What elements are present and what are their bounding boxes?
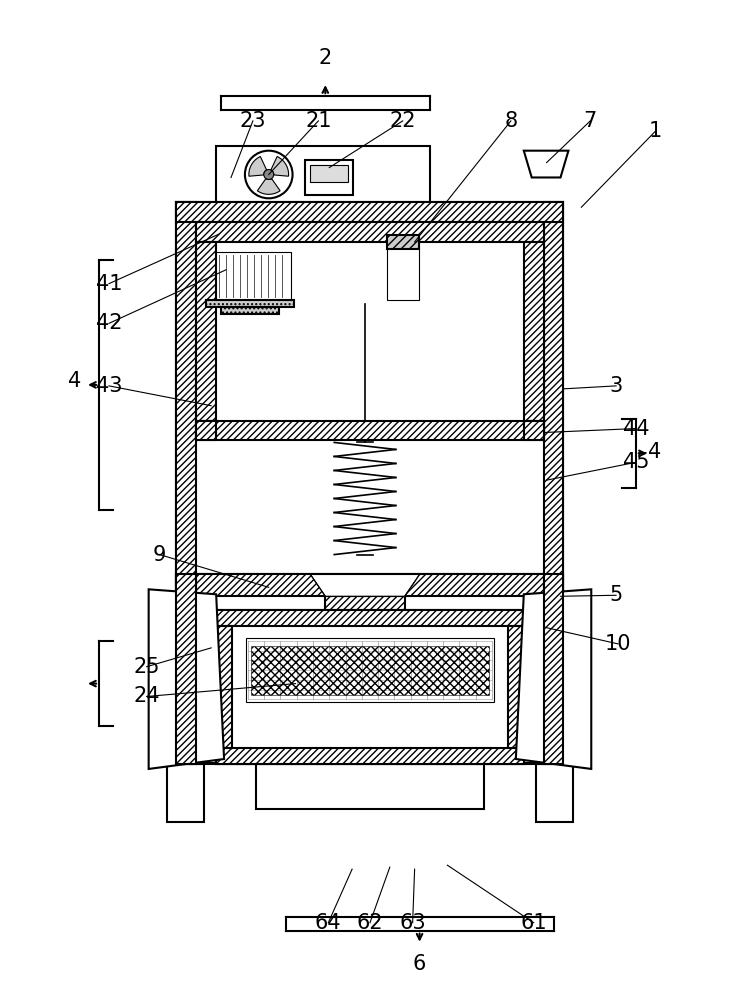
Bar <box>166 764 204 822</box>
Text: 21: 21 <box>305 111 331 131</box>
Bar <box>524 421 544 440</box>
Text: 6: 6 <box>413 954 426 974</box>
Bar <box>196 222 544 421</box>
Bar <box>305 160 353 195</box>
Bar <box>177 574 196 764</box>
Bar <box>177 202 564 763</box>
Bar <box>221 307 279 314</box>
Bar <box>536 764 573 822</box>
Bar <box>216 146 429 203</box>
Bar <box>177 574 564 764</box>
Circle shape <box>245 151 293 198</box>
Bar <box>255 764 484 809</box>
Text: 5: 5 <box>610 585 623 605</box>
Text: 4: 4 <box>648 442 661 462</box>
Bar <box>216 626 232 748</box>
Polygon shape <box>271 157 288 176</box>
Text: 25: 25 <box>134 657 160 677</box>
Polygon shape <box>249 157 266 176</box>
Bar <box>216 748 524 764</box>
Text: 62: 62 <box>357 913 383 933</box>
Text: 63: 63 <box>399 913 426 933</box>
Text: 8: 8 <box>504 111 518 131</box>
Bar <box>326 596 404 610</box>
Bar <box>310 165 348 182</box>
Bar <box>216 610 524 764</box>
Polygon shape <box>149 589 224 769</box>
Bar <box>246 638 494 702</box>
Bar <box>216 610 524 626</box>
Polygon shape <box>516 589 591 769</box>
Bar <box>196 222 544 242</box>
Bar <box>177 202 196 763</box>
Text: 64: 64 <box>315 913 342 933</box>
Bar <box>196 421 216 440</box>
Text: 43: 43 <box>96 376 122 396</box>
Text: 44: 44 <box>623 419 649 439</box>
Bar <box>387 235 418 300</box>
Bar <box>508 626 524 748</box>
Bar <box>196 574 544 596</box>
Text: 3: 3 <box>610 376 623 396</box>
Text: 61: 61 <box>520 913 547 933</box>
Polygon shape <box>524 151 569 177</box>
Bar <box>196 242 216 421</box>
Bar <box>544 574 564 764</box>
Text: 1: 1 <box>649 121 662 141</box>
Bar <box>196 421 544 440</box>
Bar <box>210 252 291 300</box>
Text: 42: 42 <box>96 313 122 333</box>
Circle shape <box>264 170 274 179</box>
Text: 45: 45 <box>623 452 649 472</box>
Bar <box>544 202 564 763</box>
Bar <box>387 235 418 249</box>
Bar <box>251 646 489 695</box>
Text: 9: 9 <box>153 545 166 565</box>
Polygon shape <box>310 574 420 596</box>
Text: 10: 10 <box>605 634 631 654</box>
Text: 7: 7 <box>584 111 597 131</box>
Polygon shape <box>258 179 280 194</box>
Text: 4: 4 <box>68 371 81 391</box>
Text: 23: 23 <box>239 111 266 131</box>
Text: 24: 24 <box>134 686 160 706</box>
Bar <box>177 202 564 222</box>
Text: 22: 22 <box>390 111 416 131</box>
Bar <box>206 300 293 307</box>
Text: 41: 41 <box>96 274 122 294</box>
Bar <box>524 242 544 421</box>
Text: 2: 2 <box>319 48 332 68</box>
